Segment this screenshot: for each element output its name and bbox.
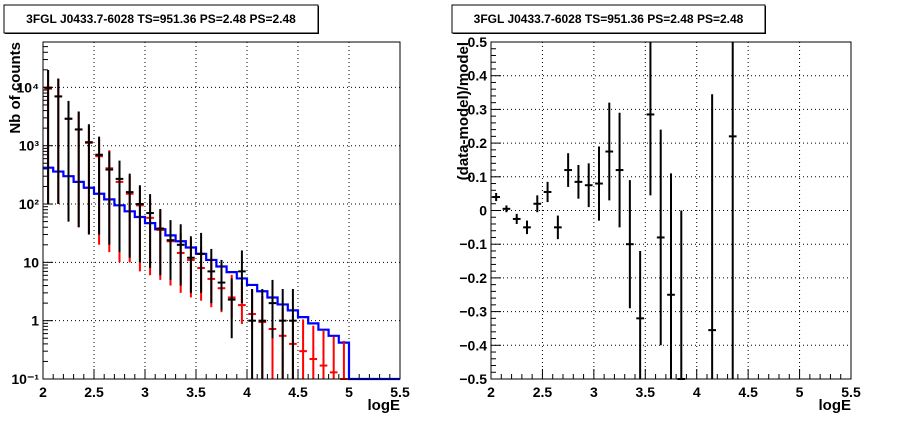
y-tick-label: 10⁻¹ (11, 371, 39, 387)
x-tick-label: 3 (141, 384, 149, 400)
x-axis-label: logE (819, 397, 852, 414)
y-tick-label: 10³ (19, 138, 40, 154)
y-tick-label: −0.3 (459, 304, 487, 320)
x-tick-label: 3.5 (186, 384, 206, 400)
x-axis-label: logE (368, 397, 401, 414)
y-tick-label: 0.2 (468, 135, 488, 151)
x-tick-label: 5 (345, 384, 353, 400)
y-tick-label: 0.3 (468, 101, 488, 117)
residual-panel: 2 2.5 3 3.5 4 4.5 5 5.5 −0.5 −0.4 −0.3 −0.2 −0.1 0 0.1… (451, 4, 861, 414)
y-tick-label: 10⁴ (17, 79, 40, 95)
x-tick-label: 4.5 (738, 384, 758, 400)
x-tick-label: 3.5 (636, 384, 656, 400)
y-tick-label: 10 (23, 254, 39, 270)
y-tick-label: 10² (19, 196, 40, 212)
plot-frame (42, 41, 401, 380)
y-tick-label: −0.1 (459, 236, 487, 252)
x-tick-label: 5 (796, 384, 804, 400)
y-tick-label: 0.5 (468, 34, 488, 50)
y-tick-label: −0.5 (459, 371, 487, 387)
x-tick-label: 2.5 (533, 384, 553, 400)
x-tick-label: 4 (693, 384, 701, 400)
chart-title: 3FGL J0433.7-6028 TS=951.36 PS=2.48 PS=2… (26, 12, 296, 26)
x-tick-label: 5.5 (390, 384, 410, 400)
x-tick-label: 2.5 (84, 384, 104, 400)
plot-area (43, 42, 400, 379)
title-box (3, 4, 319, 34)
x-tick-label: 4 (243, 384, 251, 400)
x-tick-label: 4.5 (288, 384, 308, 400)
title-box (451, 4, 766, 34)
chart-title: 3FGL J0433.7-6028 TS=951.36 PS=2.48 PS=2… (474, 12, 744, 26)
y-tick-label: 0.4 (468, 68, 488, 84)
y-tick-label: 1 (31, 313, 39, 329)
x-tick-label: 5.5 (841, 384, 861, 400)
y-axis-label: Nb of counts (7, 42, 24, 134)
y-tick-label: 0 (479, 203, 487, 219)
counts-panel: 2 2.5 3 3.5 4 4.5 5 5.5 10⁻¹ 1 10 10² 10³ 10⁴ logE Nb o… (3, 4, 410, 414)
x-tick-label: 2 (487, 384, 495, 400)
y-axis-label: (data-model)/model (455, 42, 472, 180)
x-tick-label: 3 (590, 384, 598, 400)
y-tick-label: 0.1 (468, 169, 488, 185)
y-tick-label: −0.2 (459, 270, 487, 286)
plot-frame (490, 41, 852, 380)
y-tick-label: −0.4 (459, 337, 487, 353)
x-tick-label: 2 (39, 384, 47, 400)
